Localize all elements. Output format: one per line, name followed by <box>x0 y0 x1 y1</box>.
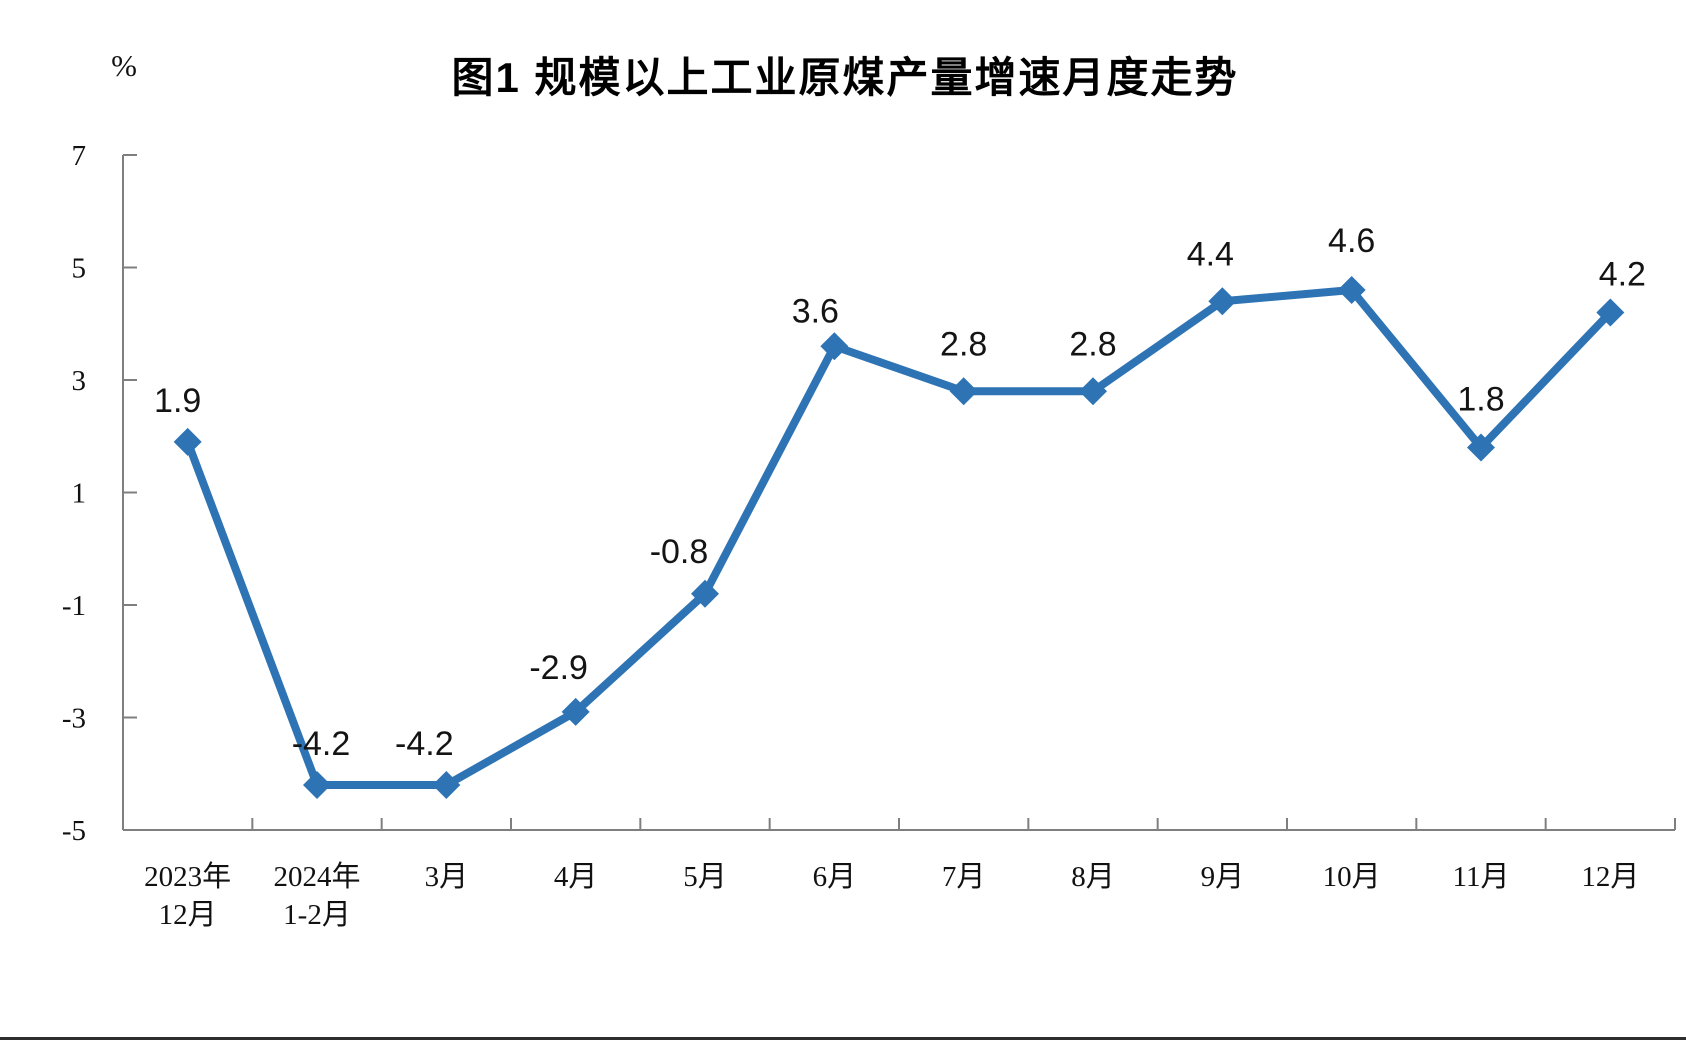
data-point-label: 1.9 <box>154 382 201 420</box>
x-tick-label: 4月 <box>554 861 598 893</box>
data-point-label: 2.8 <box>1069 325 1116 363</box>
data-series <box>173 276 1625 799</box>
y-tick-label: 7 <box>72 140 87 172</box>
x-tick-label: 11月 <box>1453 861 1510 893</box>
data-point-label: -4.2 <box>395 725 454 763</box>
x-tick-label: 7月 <box>942 861 986 893</box>
series-line <box>183 286 1615 789</box>
data-point-marker <box>303 771 331 799</box>
y-tick-label: -3 <box>62 703 86 735</box>
y-axis-unit-label: % <box>111 48 137 83</box>
axis-tick-labels: 7 5 3 1 -1 -3 -5 2023年 12月 2024年 1-2月 3月 4月 5月 6月 7月 8月 9… <box>62 140 1640 931</box>
data-point-label: -2.9 <box>529 649 588 687</box>
x-tick-label: 9月 <box>1201 861 1245 893</box>
x-tick-label: 6月 <box>813 861 857 893</box>
x-tick-label: 2023年 12月 <box>144 860 231 931</box>
x-tick-label: 10月 <box>1323 861 1381 893</box>
x-tick-label: 12月 <box>1581 861 1639 893</box>
data-point-marker <box>1208 287 1237 316</box>
data-point-marker <box>1467 433 1495 462</box>
x-tick-label: 5月 <box>683 861 727 893</box>
data-point-marker <box>820 332 849 361</box>
data-point-label: 4.2 <box>1599 256 1646 294</box>
data-point-marker <box>432 771 461 799</box>
data-point-label: 4.6 <box>1328 222 1375 260</box>
data-point-marker <box>173 427 202 456</box>
data-point-label: 2.8 <box>940 325 987 363</box>
data-point-label: -4.2 <box>292 725 351 763</box>
y-tick-label: 3 <box>72 365 87 397</box>
data-point-label: 4.4 <box>1187 235 1234 273</box>
data-point-label: -0.8 <box>650 533 709 571</box>
data-point-label: 3.6 <box>792 292 839 330</box>
x-tick-label: 3月 <box>425 861 469 893</box>
y-tick-label: 1 <box>72 478 87 510</box>
axes <box>122 154 1676 831</box>
data-point-marker <box>1337 276 1366 304</box>
y-tick-label: 5 <box>72 253 87 285</box>
data-point-marker <box>1079 377 1107 406</box>
y-tick-label: -5 <box>62 815 86 847</box>
data-point-marker <box>1596 298 1625 327</box>
data-point-label: 1.8 <box>1457 381 1504 419</box>
chart-title: 图1 规模以上工业原煤产量增速月度走势 <box>451 54 1238 101</box>
data-point-marker <box>949 377 978 406</box>
data-point-marker <box>561 697 590 726</box>
bottom-rule <box>0 1037 1686 1040</box>
y-tick-label: -1 <box>62 590 86 622</box>
data-labels: 1.9 -4.2 -4.2 -2.9 -0.8 3.6 2.8 2.8 4.4 4.6 1.8 4.2 <box>154 222 1646 763</box>
x-tick-label: 2024年 1-2月 <box>273 860 360 931</box>
data-point-marker <box>691 579 719 608</box>
x-tick-label: 8月 <box>1071 861 1115 893</box>
